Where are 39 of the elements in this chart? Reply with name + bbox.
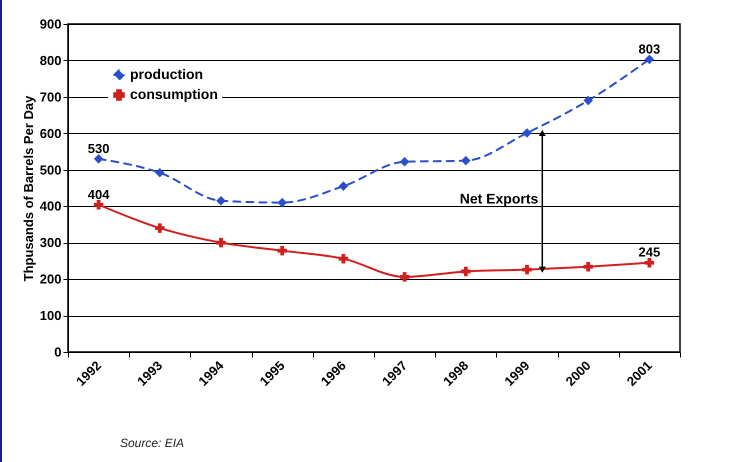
- point: [583, 262, 593, 272]
- point: [338, 254, 348, 264]
- source-note: Source: EIA: [120, 436, 184, 450]
- point: [522, 128, 532, 138]
- y-tick-label: 300: [40, 235, 62, 250]
- point: [583, 96, 593, 106]
- legend-label: consumption: [130, 86, 218, 102]
- y-tick-label: 600: [40, 126, 62, 141]
- point: [338, 181, 348, 191]
- legend-label: production: [130, 66, 204, 82]
- y-axis-title: Thpusands of Barrels Per Day: [20, 94, 36, 282]
- point: [644, 54, 654, 64]
- point: [216, 238, 226, 248]
- point: [644, 258, 654, 268]
- data-label: 404: [88, 186, 110, 202]
- y-tick-label: 400: [40, 198, 62, 214]
- data-label: 245: [638, 244, 660, 260]
- point: [277, 246, 287, 256]
- data-label: 803: [638, 41, 660, 56]
- y-tick-label: 800: [40, 52, 62, 68]
- point: [155, 223, 165, 233]
- point: [522, 264, 532, 274]
- data-label: 530: [88, 140, 110, 156]
- y-tick-label: 100: [40, 308, 62, 324]
- point: [400, 272, 410, 282]
- y-tick-label: 0: [54, 344, 62, 360]
- point: [94, 154, 104, 164]
- point: [461, 156, 471, 166]
- point: [216, 196, 226, 206]
- annotation: Net Exports: [460, 190, 539, 206]
- point: [155, 168, 165, 178]
- point: [277, 198, 287, 208]
- point: [400, 157, 410, 167]
- y-tick-label: 500: [40, 162, 62, 178]
- point: [461, 266, 471, 276]
- y-tick-label: 200: [40, 272, 62, 287]
- point: [94, 200, 104, 210]
- y-tick-label: 900: [40, 16, 62, 32]
- y-tick-label: 700: [40, 89, 62, 104]
